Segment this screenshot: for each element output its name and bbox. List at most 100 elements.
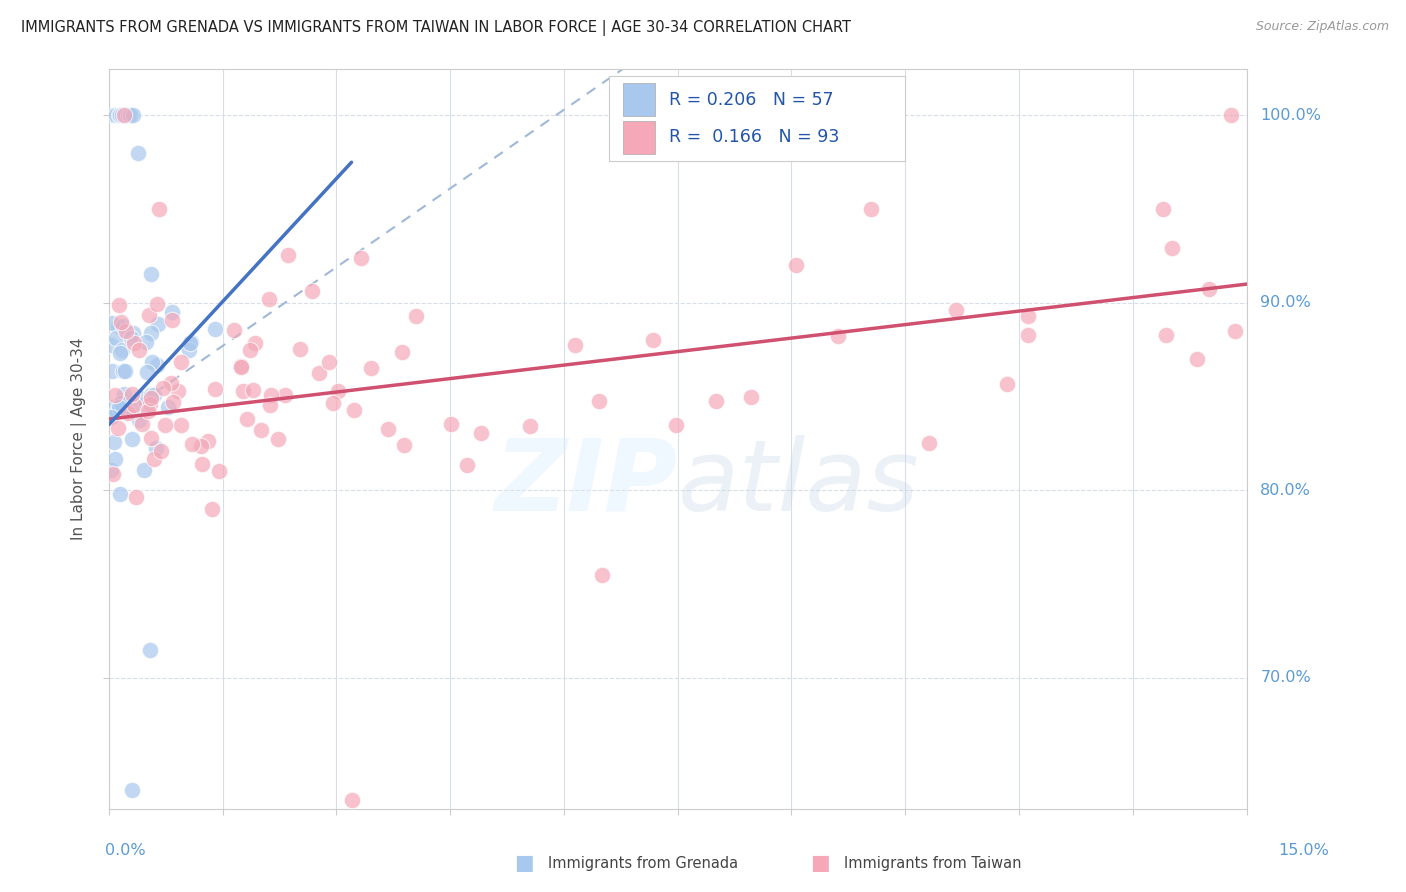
Point: [190, 439, 212, 453]
Point: [156, 401, 179, 415]
Point: [201, 502, 224, 516]
Point: [111, 393, 134, 408]
Point: [103, 435, 125, 450]
Point: [1017, 327, 1039, 342]
Text: 80.0%: 80.0%: [1260, 483, 1312, 498]
Point: [108, 486, 131, 500]
Point: [1152, 202, 1174, 216]
Point: [105, 405, 128, 419]
Point: [266, 433, 288, 447]
Point: [918, 436, 941, 450]
Point: [377, 422, 399, 436]
Point: [180, 334, 202, 349]
Point: [350, 251, 373, 265]
Point: [120, 331, 142, 345]
Point: [108, 401, 131, 415]
Point: [111, 343, 134, 357]
Point: [250, 423, 273, 437]
Point: [108, 298, 131, 312]
Point: [288, 342, 311, 356]
Point: [277, 248, 299, 262]
Point: [118, 108, 141, 122]
Point: [160, 305, 183, 319]
Point: [243, 335, 266, 350]
Point: [257, 293, 280, 307]
Point: [152, 380, 174, 394]
Point: [591, 567, 613, 582]
Point: [170, 418, 193, 433]
Point: [588, 394, 610, 409]
Point: [160, 312, 183, 326]
Point: [122, 326, 145, 340]
Point: [114, 364, 136, 378]
Point: [641, 333, 664, 347]
Point: [108, 108, 131, 122]
Point: [107, 108, 129, 122]
Text: Immigrants from Grenada: Immigrants from Grenada: [548, 856, 738, 871]
Text: 100.0%: 100.0%: [1260, 108, 1322, 123]
Point: [340, 792, 363, 806]
Point: [141, 326, 163, 340]
Point: [149, 444, 172, 458]
Point: [392, 438, 415, 452]
Point: [162, 394, 184, 409]
FancyBboxPatch shape: [623, 120, 655, 154]
Text: R = 0.206   N = 57: R = 0.206 N = 57: [669, 91, 834, 109]
Point: [308, 366, 330, 380]
Point: [101, 108, 124, 122]
Point: [111, 364, 134, 378]
Point: [139, 387, 162, 401]
Point: [179, 335, 201, 350]
Point: [827, 328, 849, 343]
Point: [235, 411, 257, 425]
Point: [1225, 324, 1247, 338]
Point: [146, 358, 169, 372]
Point: [170, 355, 193, 369]
Point: [100, 463, 122, 477]
Point: [229, 359, 252, 374]
Point: [197, 434, 219, 449]
Point: [127, 145, 149, 160]
Point: [104, 452, 127, 467]
Point: [138, 308, 160, 322]
Point: [121, 387, 143, 401]
Point: [110, 396, 132, 410]
Point: [121, 783, 143, 797]
Point: [141, 355, 163, 369]
Point: [859, 202, 882, 216]
Point: [117, 406, 139, 420]
Point: [519, 418, 541, 433]
Point: [322, 395, 344, 409]
Point: [995, 377, 1018, 392]
Point: [101, 467, 124, 481]
Point: [112, 108, 135, 122]
Point: [114, 324, 136, 338]
Point: [105, 331, 128, 345]
Point: [232, 384, 254, 399]
Point: [1198, 282, 1220, 296]
Point: [114, 108, 136, 122]
Point: [231, 360, 253, 375]
Point: [1017, 310, 1039, 324]
Point: [100, 364, 122, 378]
FancyBboxPatch shape: [623, 83, 655, 117]
Point: [139, 642, 162, 657]
Point: [665, 417, 688, 432]
Point: [121, 432, 143, 446]
Point: [326, 384, 349, 398]
FancyBboxPatch shape: [609, 76, 905, 161]
Text: Source: ZipAtlas.com: Source: ZipAtlas.com: [1256, 20, 1389, 33]
Point: [146, 296, 169, 310]
Point: [104, 388, 127, 402]
Point: [141, 392, 163, 406]
Text: 0.0%: 0.0%: [105, 843, 146, 858]
Point: [139, 397, 162, 411]
Point: [204, 382, 226, 396]
Point: [107, 421, 129, 435]
Point: [259, 398, 281, 412]
Point: [239, 343, 262, 358]
Text: ZIP: ZIP: [495, 434, 678, 532]
Point: [204, 322, 226, 336]
Point: [136, 404, 159, 418]
Point: [222, 323, 245, 337]
